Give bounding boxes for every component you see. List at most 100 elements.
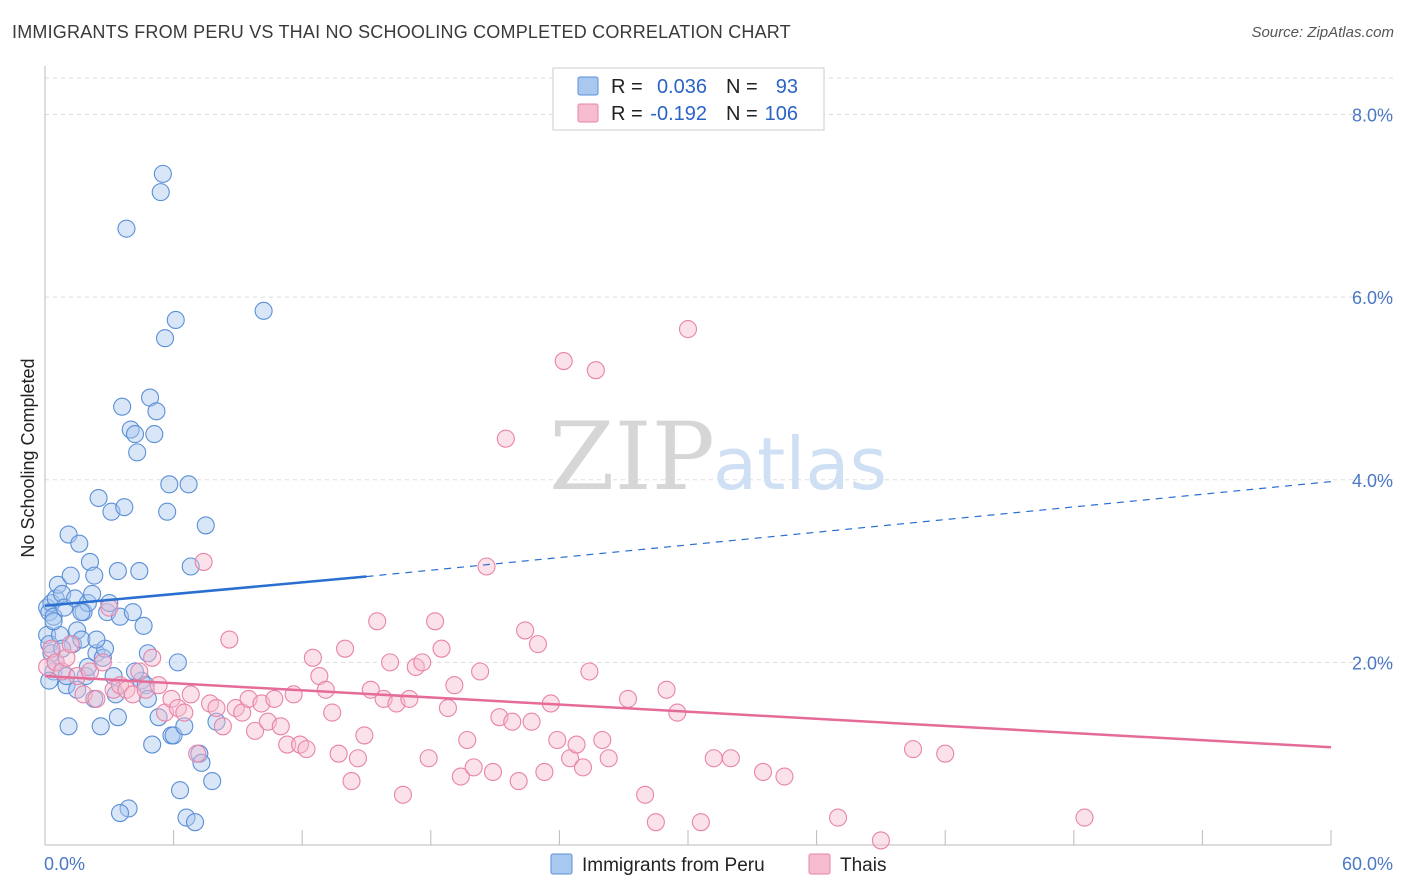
- thai-point-75: [509, 772, 528, 791]
- thai-point-29: [213, 717, 232, 736]
- legend-n-value-peru: 93: [776, 76, 798, 98]
- thai-point-62: [426, 612, 445, 631]
- peru-point-80: [59, 717, 78, 736]
- axes: [44, 66, 1332, 846]
- y-tick-label-2: 2.0%: [1352, 653, 1393, 673]
- thai-point-10: [93, 653, 112, 672]
- peru-point-59: [153, 164, 172, 183]
- peru-point-58: [151, 183, 170, 202]
- thai-point-68: [464, 758, 483, 777]
- thai-point-12: [104, 680, 123, 699]
- thai-point-49: [342, 772, 361, 791]
- thai-point-92: [646, 813, 665, 832]
- peru-point-51: [134, 616, 153, 635]
- thai-point-23: [175, 703, 194, 722]
- thai-point-86: [580, 662, 599, 681]
- peru-point-79: [108, 708, 127, 727]
- peru-point-17: [61, 566, 80, 585]
- gridlines: [45, 77, 1395, 663]
- trend-line-peru-solid: [44, 575, 367, 608]
- thai-point-50: [348, 749, 367, 768]
- peru-point-84: [149, 708, 168, 727]
- peru-point-48: [128, 443, 147, 462]
- thai-point-8: [80, 662, 100, 681]
- thai-point-4: [57, 648, 76, 667]
- thai-point-87: [586, 361, 605, 380]
- thai-point-79: [535, 762, 554, 782]
- y-tick-label-8: 8.0%: [1352, 106, 1393, 126]
- legend-r-label-peru: R =: [611, 76, 643, 98]
- source-credit: Source: ZipAtlas.com: [1251, 24, 1394, 41]
- series-peru-points: [38, 164, 273, 832]
- peru-point-65: [166, 310, 185, 330]
- peru-point-28: [85, 566, 104, 585]
- thai-point-102: [871, 831, 890, 850]
- peru-point-81: [68, 680, 87, 699]
- stats-legend: R = 0.036 N = 93 R = -0.192 N = 106: [552, 67, 825, 131]
- thai-point-60: [413, 653, 432, 672]
- peru-point-67: [170, 781, 190, 800]
- peru-point-70: [179, 475, 198, 494]
- peru-point-69: [177, 808, 196, 827]
- peru-point-68: [175, 717, 194, 736]
- thai-point-37: [265, 689, 284, 708]
- thai-point-9: [87, 689, 106, 708]
- peru-point-62: [160, 475, 179, 494]
- thai-point-1: [42, 639, 61, 658]
- thai-point-43: [303, 648, 322, 667]
- thai-point-63: [432, 639, 451, 658]
- thai-point-101: [828, 808, 848, 827]
- peru-point-22: [72, 630, 91, 649]
- thai-point-28: [207, 698, 226, 718]
- watermark-zip: ZIP: [549, 403, 715, 512]
- thai-point-70: [477, 557, 496, 576]
- trend-line-peru-dashed: [366, 480, 1332, 578]
- thai-point-24: [181, 685, 200, 704]
- legend-swatch-thai: [577, 103, 599, 123]
- peru-point-29: [87, 644, 106, 663]
- peru-point-88: [72, 603, 91, 622]
- thai-point-100: [775, 767, 794, 786]
- series-legend-label-thai: Thais: [840, 855, 886, 876]
- thai-point-31: [226, 698, 245, 718]
- peru-point-87: [87, 630, 106, 649]
- thai-point-78: [528, 635, 548, 654]
- thai-point-57: [393, 785, 412, 804]
- thai-point-2: [46, 653, 65, 672]
- thai-point-85: [573, 758, 593, 777]
- thai-point-41: [291, 735, 310, 754]
- thai-point-47: [329, 744, 348, 763]
- peru-point-10: [48, 575, 67, 594]
- peru-point-46: [123, 603, 142, 622]
- thai-point-18: [143, 648, 162, 667]
- y-axis-label: No Schooling Completed: [18, 358, 38, 557]
- series-legend-swatch-peru: [550, 853, 573, 875]
- thai-point-77: [522, 712, 541, 731]
- thai-point-81: [548, 730, 567, 750]
- thai-point-19: [149, 676, 168, 695]
- y-tick-label-4: 4.0%: [1352, 471, 1393, 491]
- thai-point-69: [471, 662, 490, 681]
- thai-point-67: [458, 730, 477, 750]
- thai-point-48: [336, 639, 355, 658]
- thai-point-26: [194, 552, 213, 571]
- thai-point-38: [271, 717, 290, 736]
- peru-point-31: [91, 717, 110, 736]
- thai-point-58: [400, 689, 419, 708]
- thai-point-97: [704, 749, 723, 768]
- watermark: ZIP atlas: [549, 403, 887, 512]
- peru-point-74: [192, 753, 211, 772]
- legend-swatch-peru: [577, 76, 599, 96]
- peru-point-72: [185, 813, 205, 832]
- series-legend-label-peru: Immigrants from Peru: [582, 855, 765, 876]
- peru-point-92: [44, 612, 63, 631]
- peru-point-56: [145, 425, 164, 444]
- series-thai-points: [38, 320, 1094, 850]
- peru-point-39: [108, 562, 127, 581]
- thai-point-27: [200, 694, 220, 713]
- peru-point-44: [119, 799, 138, 818]
- legend-n-label-thai: N =: [726, 103, 758, 125]
- thai-point-99: [753, 762, 773, 782]
- x-tick-label-max: 60.0%: [1342, 854, 1393, 874]
